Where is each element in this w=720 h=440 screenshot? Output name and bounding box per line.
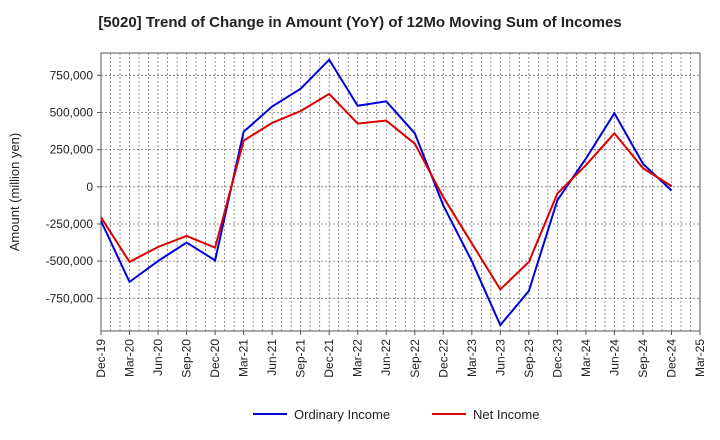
- y-tick-label: -250,000: [46, 217, 94, 231]
- x-tick-label: Mar-21: [237, 339, 251, 377]
- x-tick-label: Sep-20: [180, 339, 194, 378]
- x-tick-label: Mar-22: [351, 339, 365, 377]
- x-tick-label: Dec-19: [94, 339, 108, 378]
- x-tick-label: Sep-24: [636, 339, 650, 378]
- y-tick-label: 750,000: [50, 68, 94, 82]
- legend-label: Net Income: [473, 407, 539, 422]
- y-axis-ticks: 750,000 500,000 250,000 0 -250,000 -500,000 -7…: [46, 68, 101, 305]
- chart-title: [5020] Trend of Change in Amount (YoY) o…: [98, 14, 622, 31]
- x-tick-label: Dec-22: [436, 339, 450, 378]
- x-tick-label: Mar-24: [579, 339, 593, 377]
- y-tick-label: 0: [86, 180, 93, 194]
- y-tick-label: 500,000: [50, 105, 94, 119]
- legend: Ordinary Income Net Income: [253, 407, 539, 422]
- series-line: [100, 92, 673, 291]
- x-tick-label: Sep-22: [408, 339, 422, 378]
- x-tick-label: Sep-23: [522, 339, 536, 378]
- y-axis-title-group: Amount (million yen): [7, 133, 22, 252]
- series-line: [100, 58, 673, 327]
- x-tick-label: Mar-25: [693, 339, 707, 377]
- y-tick-label: 250,000: [50, 143, 94, 157]
- x-tick-label: Jun-22: [379, 339, 393, 376]
- x-tick-label: Jun-20: [151, 339, 165, 376]
- y-tick-label: -750,000: [46, 291, 94, 305]
- plot-area: [100, 52, 701, 332]
- x-tick-label: Dec-23: [550, 339, 564, 378]
- y-axis-title: Amount (million yen): [7, 133, 22, 252]
- x-tick-label: Mar-23: [465, 339, 479, 377]
- series-lines: [100, 58, 673, 327]
- x-tick-label: Jun-23: [493, 339, 507, 376]
- y-tick-label: -500,000: [46, 254, 94, 268]
- x-tick-label: Mar-20: [123, 339, 137, 377]
- x-tick-label: Dec-24: [664, 339, 678, 378]
- x-axis-ticks: Dec-19 Mar-20 Jun-20 Sep-20 Dec-20 Mar-21 Jun-…: [94, 331, 707, 378]
- legend-label: Ordinary Income: [294, 407, 390, 422]
- x-tick-label: Jun-24: [607, 339, 621, 376]
- x-tick-label: Dec-20: [208, 339, 222, 378]
- x-tick-label: Sep-21: [294, 339, 308, 378]
- x-tick-label: Jun-21: [265, 339, 279, 376]
- plot-frame: [100, 52, 701, 332]
- x-tick-label: Dec-21: [322, 339, 336, 378]
